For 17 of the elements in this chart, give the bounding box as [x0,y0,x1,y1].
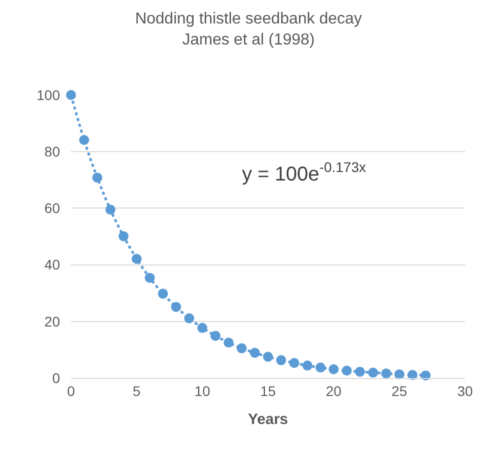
y-tick-label: 20 [44,313,60,330]
x-tick-label: 10 [194,382,210,399]
y-tick-label: 60 [44,200,60,216]
x-tick-label: 0 [67,382,76,399]
x-tick-label: 30 [457,382,473,399]
y-tick-label: 0 [52,370,60,386]
y-tick-label: 100 [36,86,60,103]
x-tick-label: 20 [326,382,342,399]
x-tick-label: 15 [260,382,276,399]
x-tick-label: 5 [132,382,141,399]
x-axis-title: Years [248,410,288,428]
chart-title: Nodding thistle seedbank decay James et al (1998) [135,10,362,48]
y-tick-label: 40 [44,256,60,273]
x-tick-label: 25 [392,382,408,399]
y-tick-label: 80 [44,144,60,160]
point [66,90,76,100]
annotation: y = 100e$^{-0.173x}$ [242,159,366,186]
